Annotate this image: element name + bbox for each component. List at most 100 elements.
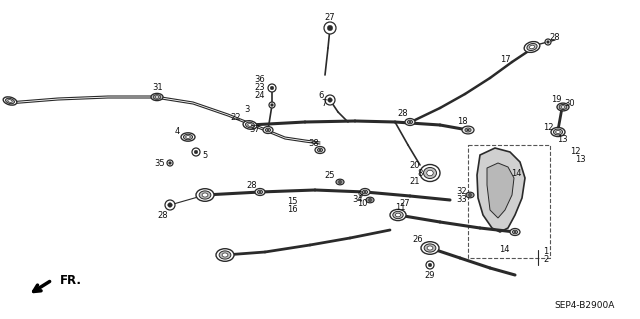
Text: 27: 27 xyxy=(324,13,335,23)
Ellipse shape xyxy=(336,179,344,185)
Text: 37: 37 xyxy=(250,125,260,135)
Circle shape xyxy=(325,95,335,105)
Ellipse shape xyxy=(202,193,208,197)
Ellipse shape xyxy=(513,230,518,234)
Text: 38: 38 xyxy=(308,138,319,147)
Ellipse shape xyxy=(360,189,370,196)
Ellipse shape xyxy=(255,189,265,196)
Ellipse shape xyxy=(155,96,159,98)
Ellipse shape xyxy=(266,128,271,132)
Text: 31: 31 xyxy=(153,84,163,93)
Text: 6: 6 xyxy=(318,91,324,100)
Ellipse shape xyxy=(219,251,231,259)
Text: 27: 27 xyxy=(400,199,410,209)
Ellipse shape xyxy=(465,128,471,132)
Ellipse shape xyxy=(222,253,228,257)
Text: 4: 4 xyxy=(174,128,180,137)
Text: 16: 16 xyxy=(287,205,298,214)
Ellipse shape xyxy=(466,192,474,198)
Ellipse shape xyxy=(8,100,12,102)
Text: 10: 10 xyxy=(356,199,367,209)
Text: 28: 28 xyxy=(550,33,560,41)
Ellipse shape xyxy=(151,93,163,100)
Ellipse shape xyxy=(396,213,401,217)
Ellipse shape xyxy=(524,41,540,52)
Text: 20: 20 xyxy=(410,160,420,169)
Ellipse shape xyxy=(405,118,415,125)
Ellipse shape xyxy=(263,127,273,133)
Ellipse shape xyxy=(246,122,255,128)
Ellipse shape xyxy=(216,249,234,261)
Circle shape xyxy=(328,98,332,102)
Ellipse shape xyxy=(364,191,366,193)
Circle shape xyxy=(426,261,434,269)
Ellipse shape xyxy=(510,228,520,235)
Ellipse shape xyxy=(315,146,325,153)
Ellipse shape xyxy=(468,194,472,197)
Ellipse shape xyxy=(259,191,261,193)
Ellipse shape xyxy=(561,106,565,108)
Text: 28: 28 xyxy=(157,211,168,219)
Text: 14: 14 xyxy=(511,168,521,177)
Text: 28: 28 xyxy=(246,181,257,189)
Ellipse shape xyxy=(339,181,341,183)
Ellipse shape xyxy=(424,167,436,179)
Ellipse shape xyxy=(257,190,262,194)
Ellipse shape xyxy=(390,209,406,221)
Text: 7: 7 xyxy=(321,100,326,108)
Circle shape xyxy=(169,162,172,164)
Ellipse shape xyxy=(409,121,412,123)
Text: 11: 11 xyxy=(395,203,405,211)
Circle shape xyxy=(194,150,198,154)
Ellipse shape xyxy=(551,128,565,137)
Circle shape xyxy=(167,160,173,166)
Ellipse shape xyxy=(317,148,323,152)
Text: 29: 29 xyxy=(425,271,435,279)
Text: 34: 34 xyxy=(353,196,364,204)
Ellipse shape xyxy=(424,244,436,252)
Text: 32: 32 xyxy=(457,188,467,197)
Ellipse shape xyxy=(181,133,195,141)
Text: FR.: FR. xyxy=(60,273,82,286)
Text: 8: 8 xyxy=(417,168,422,177)
Ellipse shape xyxy=(3,97,17,105)
Text: 24: 24 xyxy=(255,92,265,100)
Ellipse shape xyxy=(368,199,372,201)
Ellipse shape xyxy=(557,103,569,111)
Ellipse shape xyxy=(527,43,537,50)
Text: 30: 30 xyxy=(564,99,575,108)
Text: 12: 12 xyxy=(570,147,580,157)
Text: 15: 15 xyxy=(287,197,297,206)
Ellipse shape xyxy=(514,231,516,233)
Ellipse shape xyxy=(393,211,403,219)
Ellipse shape xyxy=(243,121,257,129)
Text: 12: 12 xyxy=(543,122,553,131)
Circle shape xyxy=(428,263,432,267)
Circle shape xyxy=(271,104,273,106)
Text: 21: 21 xyxy=(410,177,420,187)
Text: SEP4-B2900A: SEP4-B2900A xyxy=(555,300,615,309)
Text: 35: 35 xyxy=(155,159,165,167)
Ellipse shape xyxy=(529,45,534,49)
Text: 23: 23 xyxy=(255,84,266,93)
Circle shape xyxy=(270,86,274,90)
Ellipse shape xyxy=(467,129,470,131)
Text: 3: 3 xyxy=(244,106,250,115)
Ellipse shape xyxy=(186,136,190,138)
Ellipse shape xyxy=(196,189,214,201)
Text: 13: 13 xyxy=(557,136,567,145)
Circle shape xyxy=(168,203,172,207)
Ellipse shape xyxy=(362,190,367,194)
Text: 9: 9 xyxy=(357,190,363,199)
Ellipse shape xyxy=(462,126,474,134)
Ellipse shape xyxy=(369,199,371,201)
Ellipse shape xyxy=(427,170,433,176)
Text: 22: 22 xyxy=(231,114,241,122)
Text: 14: 14 xyxy=(499,246,509,255)
Ellipse shape xyxy=(427,246,433,250)
Ellipse shape xyxy=(556,130,560,133)
Text: 28: 28 xyxy=(397,109,408,118)
Text: 26: 26 xyxy=(413,235,423,244)
Ellipse shape xyxy=(6,98,15,104)
Ellipse shape xyxy=(421,242,439,254)
